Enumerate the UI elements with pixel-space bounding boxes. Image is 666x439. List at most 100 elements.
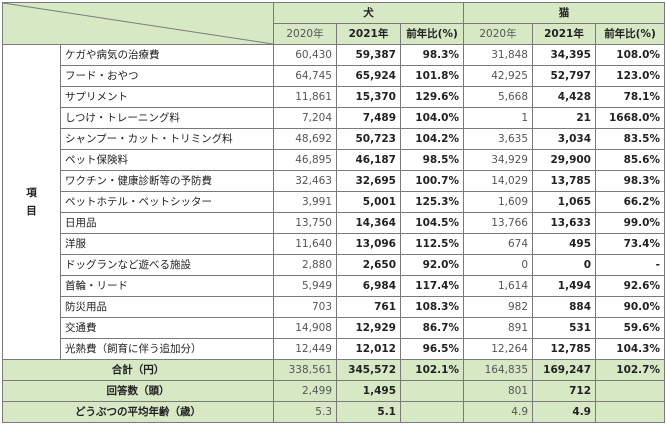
item-label: ケガや病気の治療費 bbox=[60, 44, 274, 66]
dog-ratio-value: 104.5% bbox=[400, 212, 464, 234]
dog-2021-value: 50,723 bbox=[336, 128, 401, 150]
cat-ratio-value: 102.7% bbox=[595, 359, 665, 381]
table-row: 洋服 11,640 13,096 112.5% 674 495 73.4% bbox=[3, 233, 665, 255]
item-label: サプリメント bbox=[60, 86, 274, 108]
dog-ratio-value: 98.5% bbox=[400, 149, 464, 171]
cat-2021-value: 712 bbox=[532, 380, 596, 402]
item-label: 日用品 bbox=[60, 212, 274, 234]
dog-2021-value: 1,495 bbox=[336, 380, 401, 402]
dog-ratio-value: 96.5% bbox=[400, 338, 464, 360]
dog-2020-value: 11,861 bbox=[273, 86, 337, 108]
cat-2021-value: 29,900 bbox=[532, 149, 596, 171]
cat-2021-value: 4.9 bbox=[532, 401, 596, 423]
dog-2020-value: 703 bbox=[273, 296, 337, 318]
cat-2021-value: 12,785 bbox=[532, 338, 596, 360]
dog-ratio-value: 129.6% bbox=[400, 86, 464, 108]
corner-cell bbox=[2, 2, 274, 45]
item-label: 光熱費（飼育に伴う追加分） bbox=[60, 338, 274, 360]
table-row: 日用品 13,750 14,364 104.5% 13,766 13,633 9… bbox=[3, 212, 665, 234]
cat-2021-value: 169,247 bbox=[532, 359, 596, 381]
cat-2020-value: 1 bbox=[463, 107, 533, 129]
summary-label: どうぶつの平均年齢（歳） bbox=[2, 401, 274, 423]
total-row: 合計（円） 338,561 345,572 102.1% 164,835 169,247 1… bbox=[2, 359, 665, 381]
cat-ratio-value bbox=[595, 401, 665, 423]
respondents-row: 回答数（頭） 2,499 1,495 801 712 bbox=[2, 380, 665, 402]
cat-ratio-value: 123.0% bbox=[595, 65, 665, 87]
side-label-char: 目 bbox=[26, 205, 37, 217]
cat-ratio-value: 66.2% bbox=[595, 191, 665, 213]
item-label: ワクチン・健康診断等の予防費 bbox=[60, 170, 274, 192]
dog-2021-value: 65,924 bbox=[336, 65, 401, 87]
cat-ratio-value: 73.4% bbox=[595, 233, 665, 255]
dog-2020-value: 7,204 bbox=[273, 107, 337, 129]
dog-2021-value: 345,572 bbox=[336, 359, 401, 381]
dog-ratio-value: 125.3% bbox=[400, 191, 464, 213]
item-label: しつけ・トレーニング料 bbox=[60, 107, 274, 129]
item-label: 洋服 bbox=[60, 233, 274, 255]
cat-2021-value: 13,785 bbox=[532, 170, 596, 192]
dog-2021-header: 2021年 bbox=[336, 23, 401, 45]
cat-2020-value: 3,635 bbox=[463, 128, 533, 150]
cat-2020-value: 4.9 bbox=[463, 401, 533, 423]
item-label: 防災用品 bbox=[60, 296, 274, 318]
table-row: ワクチン・健康診断等の予防費 32,463 32,695 100.7% 14,0… bbox=[3, 170, 665, 192]
dog-2021-value: 6,984 bbox=[336, 275, 401, 297]
dog-2021-value: 46,187 bbox=[336, 149, 401, 171]
item-side-label: 項目 bbox=[2, 44, 61, 360]
cat-2021-value: 495 bbox=[532, 233, 596, 255]
dog-2021-value: 7,489 bbox=[336, 107, 401, 129]
item-label: フード・おやつ bbox=[60, 65, 274, 87]
cat-2021-value: 0 bbox=[532, 254, 596, 276]
dog-ratio-value: 117.4% bbox=[400, 275, 464, 297]
cat-2021-value: 1,494 bbox=[532, 275, 596, 297]
diagonal-line bbox=[3, 3, 273, 44]
item-label: ペット保険料 bbox=[60, 149, 274, 171]
cat-2020-value: 12,264 bbox=[463, 338, 533, 360]
table-row: ドッグランなど遊べる施設 2,880 2,650 92.0% 0 0 - bbox=[3, 254, 665, 276]
dog-2021-value: 5,001 bbox=[336, 191, 401, 213]
dog-ratio-value: 100.7% bbox=[400, 170, 464, 192]
header-row-species: 犬 猫 bbox=[2, 2, 665, 45]
dog-2020-value: 2,880 bbox=[273, 254, 337, 276]
dog-ratio-value: 112.5% bbox=[400, 233, 464, 255]
cat-2021-value: 884 bbox=[532, 296, 596, 318]
summary-label: 回答数（頭） bbox=[2, 380, 274, 402]
cat-ratio-value: 85.6% bbox=[595, 149, 665, 171]
cat-2021-value: 3,034 bbox=[532, 128, 596, 150]
dog-2021-value: 12,929 bbox=[336, 317, 401, 339]
dog-2020-value: 64,745 bbox=[273, 65, 337, 87]
dog-2021-value: 761 bbox=[336, 296, 401, 318]
average-age-row: どうぶつの平均年齢（歳） 5.3 5.1 4.9 4.9 bbox=[2, 401, 665, 423]
dog-ratio-value: 101.8% bbox=[400, 65, 464, 87]
dog-2020-value: 338,561 bbox=[273, 359, 337, 381]
dog-2021-value: 14,364 bbox=[336, 212, 401, 234]
cat-2021-header: 2021年 bbox=[532, 23, 596, 45]
table-row: 項目ケガや病気の治療費 60,430 59,387 98.3% 31,848 3… bbox=[2, 44, 665, 360]
cat-ratio-value: 83.5% bbox=[595, 128, 665, 150]
cat-ratio-value: 108.0% bbox=[595, 44, 665, 66]
cat-2021-value: 1,065 bbox=[532, 191, 596, 213]
item-label: 交通費 bbox=[60, 317, 274, 339]
cat-2020-value: 164,835 bbox=[463, 359, 533, 381]
cat-ratio-value: 104.3% bbox=[595, 338, 665, 360]
dog-2021-value: 15,370 bbox=[336, 86, 401, 108]
cat-2020-value: 1,609 bbox=[463, 191, 533, 213]
cat-2020-value: 34,929 bbox=[463, 149, 533, 171]
dog-2020-header: 2020年 bbox=[273, 23, 337, 45]
dog-ratio-value: 86.7% bbox=[400, 317, 464, 339]
dog-2020-value: 11,640 bbox=[273, 233, 337, 255]
item-label: ペットホテル・ペットシッター bbox=[60, 191, 274, 213]
item-label: 首輪・リード bbox=[60, 275, 274, 297]
dog-2021-value: 2,650 bbox=[336, 254, 401, 276]
cat-ratio-value bbox=[595, 380, 665, 402]
dog-ratio-value: 104.0% bbox=[400, 107, 464, 129]
cat-2021-value: 13,633 bbox=[532, 212, 596, 234]
cat-2020-value: 5,668 bbox=[463, 86, 533, 108]
cat-header: 猫 bbox=[463, 2, 665, 24]
cat-2020-value: 891 bbox=[463, 317, 533, 339]
dog-ratio-value: 92.0% bbox=[400, 254, 464, 276]
cat-2020-value: 0 bbox=[463, 254, 533, 276]
cat-2021-value: 21 bbox=[532, 107, 596, 129]
dog-2021-value: 12,012 bbox=[336, 338, 401, 360]
header-row-years: 2020年 2021年 前年比(%) 2020年 2021年 前年比(%) bbox=[3, 23, 665, 45]
